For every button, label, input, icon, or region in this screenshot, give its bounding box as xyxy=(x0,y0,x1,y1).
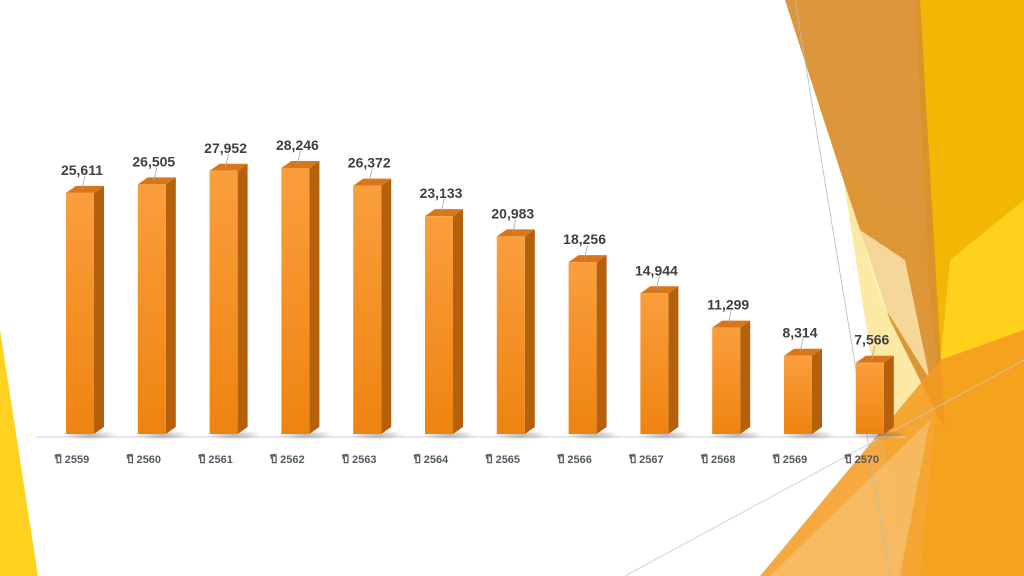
bar-side xyxy=(94,185,104,434)
data-label-leader xyxy=(225,153,229,167)
decor-left xyxy=(0,330,38,576)
decor-left-facet xyxy=(0,330,38,576)
bar xyxy=(353,185,382,434)
data-label-leader xyxy=(871,345,876,359)
data-label-leader xyxy=(799,338,804,352)
data-label: 11,299 xyxy=(707,297,749,313)
decor-facet-light xyxy=(860,230,930,380)
data-label: 26,505 xyxy=(132,153,175,169)
decor-facet-orange xyxy=(760,330,1024,576)
bar-top xyxy=(855,355,894,363)
data-label-leader xyxy=(512,219,517,233)
x-tick-label: ปี 2562 xyxy=(269,453,305,466)
x-tick-label: ปี 2565 xyxy=(484,453,520,466)
bar xyxy=(855,362,884,434)
bar xyxy=(568,262,597,434)
tick-label-group: ปี 2559 ปี 2560 ปี 2561 ปี 2562 ปี 2563 ปี 25… xyxy=(54,453,879,466)
bar-side xyxy=(237,163,248,434)
x-tick-label: ปี 2560 xyxy=(125,453,161,466)
bar-top xyxy=(712,320,751,328)
bar xyxy=(496,236,525,434)
data-label-leader xyxy=(727,310,732,324)
bar-top xyxy=(640,286,679,294)
bar-top xyxy=(281,161,320,168)
bar-side xyxy=(596,255,607,434)
data-label-leader xyxy=(297,150,301,165)
data-label-leader xyxy=(584,244,588,259)
data-label: 25,611 xyxy=(61,162,103,178)
x-tick-label: ปี 2566 xyxy=(556,453,592,466)
bar-top xyxy=(496,229,535,237)
bar xyxy=(425,216,453,434)
data-label: 8,314 xyxy=(782,325,817,341)
data-label: 28,246 xyxy=(276,137,319,153)
data-label-leader xyxy=(656,276,660,290)
bar-top xyxy=(353,178,392,186)
bar-side xyxy=(668,286,679,434)
bar-top xyxy=(568,255,607,263)
data-label: 27,952 xyxy=(204,140,247,156)
bar xyxy=(640,293,669,434)
bar-side xyxy=(524,229,535,434)
bar-side xyxy=(453,209,463,434)
x-tick-label: ปี 2570 xyxy=(843,453,879,466)
bar-side xyxy=(381,178,392,434)
x-tick-label: ปี 2563 xyxy=(341,453,377,466)
bar-side xyxy=(740,320,751,434)
bar xyxy=(209,170,238,434)
x-tick-label: ปี 2561 xyxy=(197,453,233,466)
data-label: 7,566 xyxy=(854,332,889,348)
x-tick-label: ปี 2568 xyxy=(700,453,736,466)
decor-right xyxy=(624,0,1024,576)
x-tick-label: ปี 2569 xyxy=(772,453,808,466)
decor-thin-line-2 xyxy=(624,359,1024,576)
x-tick-label: ปี 2559 xyxy=(54,453,90,466)
bar-top xyxy=(209,163,248,171)
bar xyxy=(137,184,166,434)
x-tick-label: ปี 2567 xyxy=(628,453,664,466)
bar-group: 25,611 26,505 27,952 28,246 26,372 23,133 20,9… xyxy=(61,137,908,440)
bar-top xyxy=(784,348,822,356)
decor-facet-peach xyxy=(770,420,930,576)
data-label-leader xyxy=(440,199,445,213)
data-label: 14,944 xyxy=(635,262,678,278)
data-label: 23,133 xyxy=(420,185,463,201)
bar-side xyxy=(165,177,176,434)
data-label: 20,983 xyxy=(491,205,534,221)
bar-top xyxy=(425,209,463,217)
bar-side xyxy=(309,161,320,434)
bar xyxy=(66,192,94,434)
bar-side xyxy=(812,348,822,434)
bar-side xyxy=(883,355,894,434)
x-tick-label: ปี 2564 xyxy=(413,453,449,466)
bar-top xyxy=(137,177,176,185)
bar xyxy=(712,327,741,434)
bar xyxy=(784,355,812,434)
data-label-leader xyxy=(81,175,86,189)
data-label-leader xyxy=(153,167,158,181)
data-label: 18,256 xyxy=(563,231,606,247)
bar xyxy=(281,168,310,434)
bar-top xyxy=(66,185,104,193)
decor-thin-line xyxy=(794,0,891,576)
data-label: 26,372 xyxy=(348,155,391,171)
data-label-leader xyxy=(368,168,373,182)
